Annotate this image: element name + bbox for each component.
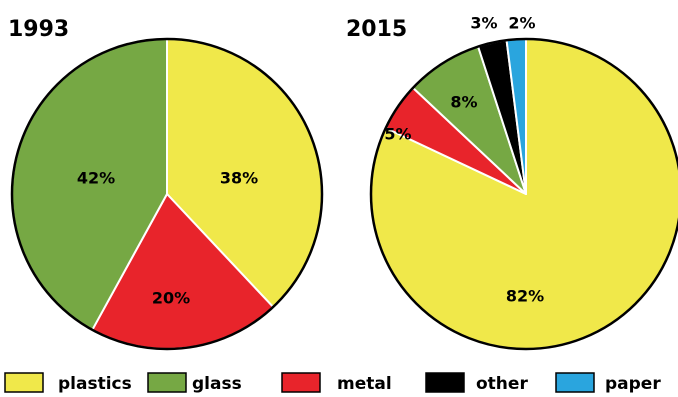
pie-1993-label-plastics: 38% <box>220 169 258 188</box>
pie-1993: 38% 20% 42% <box>10 37 324 351</box>
pie-2015-label-paper: 2% <box>508 14 535 33</box>
pie-1993-outline <box>10 37 324 351</box>
legend-label-plastics: plastics <box>58 374 132 394</box>
legend-label-other: other <box>476 374 528 394</box>
pie-1993-label-glass: 42% <box>77 169 115 188</box>
chart-title-2015: 2015 <box>346 17 407 42</box>
pie-2015-label-metal: 5% <box>384 125 411 144</box>
legend-label-paper: paper <box>605 374 661 394</box>
pie-1993-label-metal: 20% <box>152 289 190 308</box>
legend-label-glass: glass <box>192 374 242 394</box>
legend: plastics glass metal other paper <box>4 372 661 394</box>
pie-2015-label-other: 3% <box>470 14 497 33</box>
legend-swatch-glass <box>147 372 187 393</box>
pie-2015-label-plastics: 82% <box>506 287 544 306</box>
pie-2015-label-glass: 8% <box>450 93 477 112</box>
legend-swatch-paper <box>555 372 595 393</box>
chart-title-1993: 1993 <box>8 17 69 42</box>
legend-swatch-metal <box>281 372 321 393</box>
legend-label-metal: metal <box>337 374 392 394</box>
pie-2015: 82% 5% 8% 3% 2% <box>369 14 678 351</box>
pie-2015-outline <box>369 37 678 351</box>
legend-swatch-plastics <box>4 372 44 393</box>
legend-swatch-other <box>425 372 465 393</box>
